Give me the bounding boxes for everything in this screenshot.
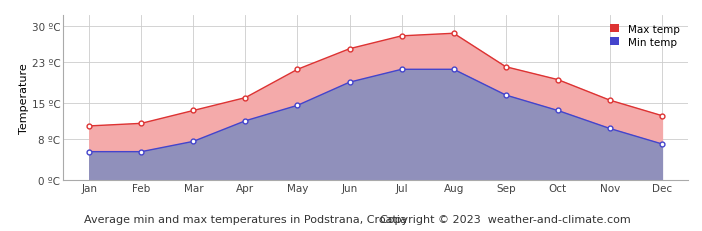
Legend: Max temp, Min temp: Max temp, Min temp: [607, 21, 683, 51]
Text: Copyright © 2023  weather-and-climate.com: Copyright © 2023 weather-and-climate.com: [380, 214, 631, 224]
Text: Average min and max temperatures in Podstrana, Croatia: Average min and max temperatures in Pods…: [84, 214, 407, 224]
Y-axis label: Temperature: Temperature: [19, 63, 29, 133]
